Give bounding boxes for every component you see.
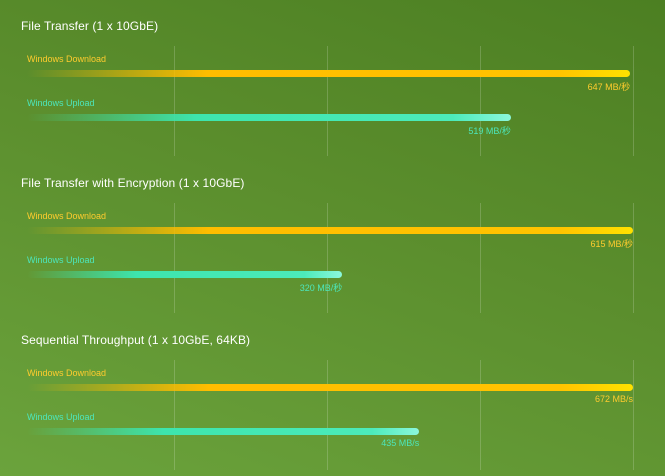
gridline-2 bbox=[327, 46, 328, 156]
chart-title: File Transfer with Encryption (1 x 10GbE… bbox=[21, 176, 245, 190]
bar-label-download: Windows Download bbox=[27, 368, 107, 378]
value-label-download: 647 MB/秒 bbox=[587, 82, 631, 92]
chart-title: File Transfer (1 x 10GbE) bbox=[21, 19, 159, 33]
bar-upload bbox=[27, 114, 511, 121]
value-label-download: 672 MB/s bbox=[594, 394, 633, 404]
value-label-upload: 519 MB/秒 bbox=[468, 126, 511, 136]
gridline-2 bbox=[327, 360, 328, 470]
gridline-4 bbox=[633, 203, 634, 313]
bar-upload bbox=[27, 271, 343, 278]
bar-label-upload: Windows Upload bbox=[27, 412, 95, 422]
chart-section-2: File Transfer with Encryption (1 x 10GbE… bbox=[0, 176, 665, 316]
bar-download bbox=[27, 384, 633, 391]
gridline-1 bbox=[174, 203, 175, 313]
bar-download bbox=[27, 227, 633, 234]
value-label-upload: 320 MB/秒 bbox=[299, 283, 343, 293]
bar-label-upload: Windows Upload bbox=[27, 98, 95, 108]
bar-label-upload: Windows Upload bbox=[27, 255, 95, 265]
gridline-3 bbox=[480, 203, 481, 313]
gridline-1 bbox=[174, 360, 175, 470]
bar-upload bbox=[27, 428, 420, 435]
bar-label-download: Windows Download bbox=[27, 54, 107, 64]
gridline-3 bbox=[480, 360, 481, 470]
value-label-download: 615 MB/秒 bbox=[590, 239, 633, 249]
gridline-4 bbox=[633, 360, 634, 470]
bar-download bbox=[27, 70, 631, 77]
chart-title: Sequential Throughput (1 x 10GbE, 64KB) bbox=[21, 333, 251, 347]
chart-section-3: Sequential Throughput (1 x 10GbE, 64KB) W… bbox=[0, 333, 665, 473]
gridline-1 bbox=[174, 46, 175, 156]
gridline-2 bbox=[327, 203, 328, 313]
gridline-3 bbox=[480, 46, 481, 156]
value-label-upload: 435 MB/s bbox=[381, 438, 420, 448]
gridline-4 bbox=[633, 46, 634, 156]
bar-label-download: Windows Download bbox=[27, 211, 107, 221]
chart-section-1: File Transfer (1 x 10GbE) Windows Downloa… bbox=[0, 19, 665, 159]
